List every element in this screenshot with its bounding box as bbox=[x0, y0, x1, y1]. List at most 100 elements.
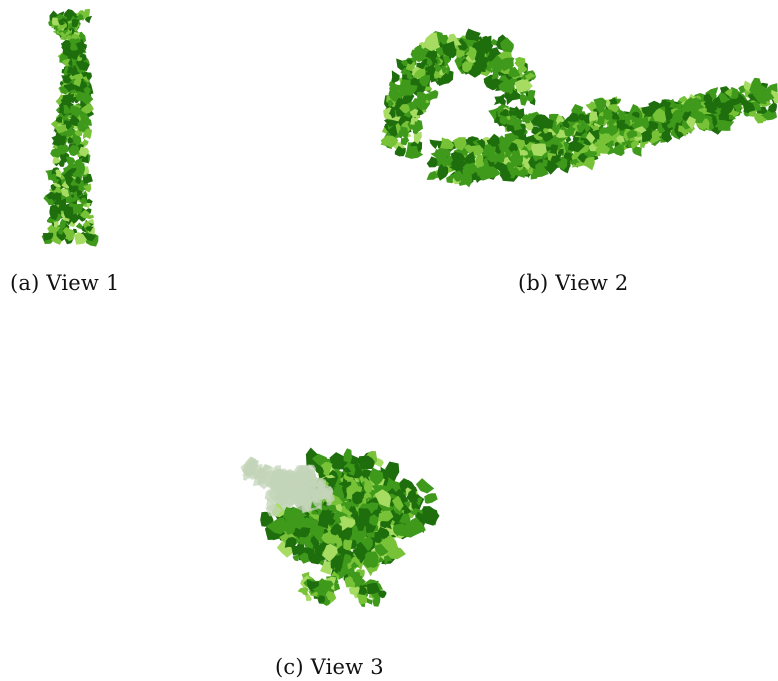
density-fragment bbox=[410, 48, 425, 62]
density-fragment bbox=[592, 125, 600, 132]
density-fragment bbox=[515, 123, 526, 137]
density-fragment bbox=[351, 561, 359, 569]
density-fragment bbox=[79, 209, 90, 219]
density-fragment bbox=[531, 126, 542, 135]
density-fragment bbox=[388, 107, 396, 119]
density-fragment bbox=[74, 232, 87, 245]
density-fragment bbox=[75, 222, 83, 230]
density-fragment bbox=[423, 32, 440, 52]
density-fragment bbox=[75, 91, 85, 102]
density-fragment bbox=[364, 551, 379, 567]
density-fragment bbox=[652, 108, 667, 124]
density-fragment bbox=[703, 93, 713, 103]
density-fragment bbox=[61, 73, 72, 84]
density-fragment bbox=[768, 101, 777, 113]
density-fragment bbox=[331, 561, 342, 569]
density-fragment bbox=[358, 536, 373, 552]
density-fragment bbox=[688, 97, 705, 114]
density-fragment bbox=[53, 186, 62, 194]
density-fragment bbox=[509, 118, 520, 127]
density-fragment bbox=[344, 576, 356, 588]
density-fragment bbox=[414, 44, 425, 53]
density-fragment bbox=[391, 70, 400, 83]
density-fragment bbox=[531, 143, 547, 157]
density-fragment bbox=[616, 135, 625, 143]
density-fragment bbox=[55, 116, 62, 123]
density-fragment bbox=[369, 467, 384, 487]
density-fragment bbox=[295, 492, 304, 500]
density-fragment bbox=[75, 176, 82, 185]
density-fragment bbox=[527, 167, 534, 175]
density-fragment bbox=[330, 526, 339, 536]
density-fragment bbox=[407, 490, 416, 500]
density-fragment bbox=[72, 193, 80, 202]
density-fragment bbox=[265, 503, 282, 517]
density-fragment bbox=[535, 122, 542, 129]
density-fragment bbox=[443, 55, 451, 66]
density-fragment bbox=[83, 86, 91, 95]
density-fragment bbox=[325, 496, 332, 506]
density-fragment bbox=[549, 155, 562, 165]
density-fragment bbox=[630, 140, 639, 150]
density-fragment bbox=[586, 126, 600, 143]
density-fragment bbox=[336, 537, 343, 550]
density-fragment bbox=[259, 464, 273, 478]
density-fragment bbox=[62, 93, 75, 104]
density-fragment bbox=[356, 593, 368, 605]
density-fragment bbox=[564, 125, 576, 137]
density-fragment bbox=[339, 515, 356, 531]
density-fragment bbox=[661, 129, 673, 143]
density-fragment bbox=[380, 528, 390, 539]
density-fragment bbox=[724, 89, 733, 97]
density-fragment bbox=[422, 64, 436, 77]
density-fragment bbox=[69, 183, 79, 193]
density-fragment bbox=[317, 509, 333, 529]
density-fragment bbox=[400, 67, 409, 75]
density-fragment bbox=[645, 120, 661, 131]
density-fragment bbox=[79, 146, 90, 158]
density-fragment bbox=[372, 596, 381, 607]
density-fragment bbox=[278, 470, 294, 483]
density-fragment bbox=[57, 127, 63, 132]
density-fragment bbox=[441, 65, 448, 74]
density-fragment bbox=[486, 55, 505, 73]
density-fragment bbox=[419, 506, 440, 526]
density-fragment bbox=[83, 128, 92, 140]
density-fragment bbox=[378, 510, 394, 522]
density-fragment bbox=[405, 62, 415, 72]
density-fragment bbox=[306, 472, 317, 486]
density-fragment bbox=[558, 148, 564, 155]
density-fragment bbox=[443, 148, 451, 157]
density-fragment bbox=[595, 115, 606, 126]
density-fragment bbox=[63, 130, 71, 139]
density-fragment bbox=[394, 145, 406, 157]
density-fragment bbox=[86, 226, 94, 233]
density-fragment bbox=[563, 152, 573, 162]
density-fragment bbox=[316, 589, 326, 598]
density-fragment bbox=[293, 527, 312, 538]
density-fragment bbox=[291, 473, 299, 484]
density-fragment bbox=[510, 149, 522, 160]
density-fragment bbox=[342, 466, 352, 473]
density-fragment bbox=[415, 478, 435, 494]
density-fragment bbox=[545, 120, 554, 129]
density-fragment bbox=[508, 66, 521, 78]
density-fragment bbox=[498, 57, 514, 72]
density-fragment bbox=[358, 508, 373, 525]
density-fragment bbox=[71, 57, 79, 67]
density-fragment bbox=[718, 120, 735, 131]
density-fragment bbox=[406, 59, 413, 65]
density-fragment bbox=[518, 148, 528, 156]
density-fragment bbox=[297, 587, 309, 596]
density-fragment bbox=[607, 123, 619, 137]
density-fragment bbox=[76, 189, 82, 198]
density-fragment bbox=[667, 119, 676, 129]
view-3-image bbox=[226, 430, 448, 630]
density-fragment bbox=[626, 129, 638, 139]
density-fragment bbox=[703, 98, 719, 114]
density-fragment bbox=[464, 45, 477, 61]
density-fragment bbox=[384, 555, 392, 566]
view-2-render bbox=[380, 28, 778, 188]
density-fragment bbox=[434, 62, 442, 73]
density-fragment bbox=[357, 455, 375, 470]
